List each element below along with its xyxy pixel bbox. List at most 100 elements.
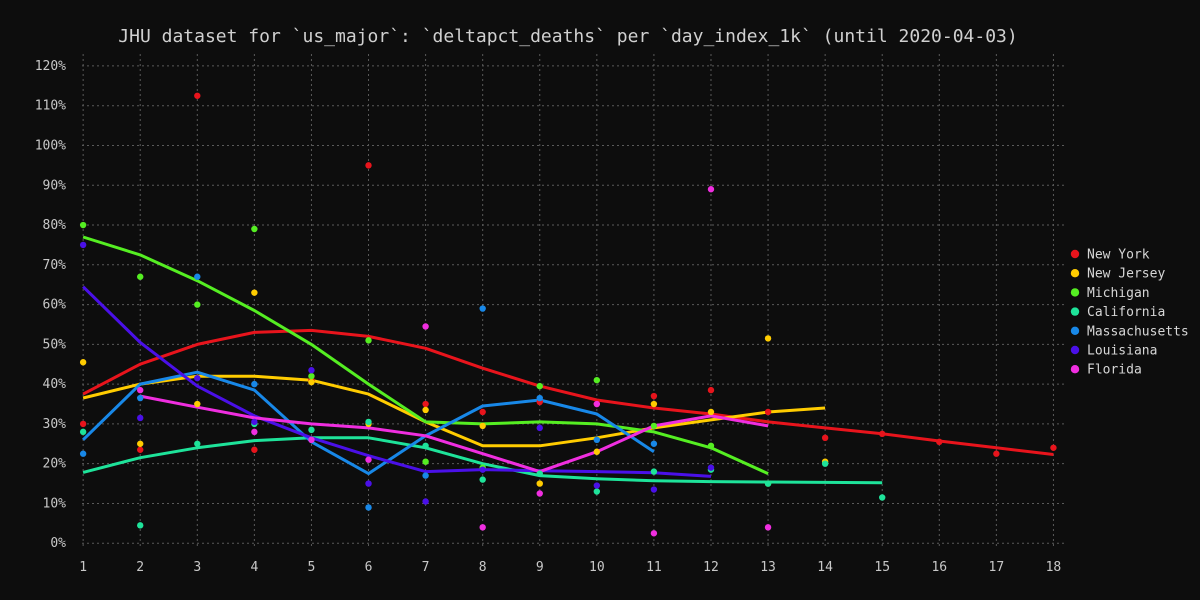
point-massachusetts — [137, 394, 144, 402]
point-louisiana — [650, 486, 658, 493]
point-new-york — [764, 408, 772, 416]
trend-line-michigan — [82, 235, 769, 475]
legend-marker-california — [1070, 307, 1080, 316]
point-new-york — [422, 400, 429, 408]
point-california — [650, 468, 658, 475]
legend-label-new-york: New York — [1087, 248, 1150, 263]
point-florida — [308, 436, 315, 444]
x-tick-label: 4 — [250, 560, 258, 575]
point-michigan — [536, 382, 543, 390]
point-california — [821, 460, 829, 467]
y-tick-label: 110% — [35, 99, 66, 114]
trend-line-louisiana — [82, 285, 712, 478]
point-new-jersey — [593, 448, 601, 455]
point-new-york — [479, 408, 486, 416]
grid — [82, 54, 1066, 548]
point-massachusetts — [422, 472, 429, 479]
x-tick-label: 14 — [817, 560, 833, 575]
point-massachusetts — [536, 394, 543, 402]
legend-label-michigan: Michigan — [1087, 286, 1150, 301]
point-new-jersey — [137, 440, 144, 447]
point-louisiana — [251, 418, 258, 426]
trend-line-new-york — [82, 328, 1054, 456]
x-tick-label: 10 — [589, 560, 605, 575]
trend-line-florida — [139, 394, 769, 474]
legend-marker-new-jersey — [1070, 269, 1080, 278]
point-new-york — [194, 92, 201, 99]
x-tick-label: 1 — [79, 560, 87, 575]
point-california — [479, 476, 486, 483]
legend-label-new-jersey: New Jersey — [1087, 267, 1165, 282]
point-new-jersey — [707, 408, 715, 416]
point-new-jersey — [764, 335, 772, 342]
legend-label-florida: Florida — [1087, 363, 1142, 378]
point-louisiana — [194, 374, 201, 382]
point-florida — [764, 524, 772, 531]
point-massachusetts — [79, 450, 87, 457]
legend: New York New Jersey Michigan California Mass… — [1070, 248, 1189, 378]
point-california — [593, 488, 601, 495]
point-california — [137, 522, 144, 529]
point-new-jersey — [251, 289, 258, 296]
point-michigan — [365, 337, 372, 344]
point-michigan — [137, 273, 144, 280]
point-california — [79, 428, 87, 436]
point-michigan — [308, 372, 315, 380]
point-michigan — [251, 225, 258, 233]
y-tick-label: 120% — [35, 59, 66, 74]
point-new-york — [79, 420, 87, 428]
trend-line-massachusetts — [82, 370, 655, 476]
point-louisiana — [707, 464, 715, 471]
point-louisiana — [479, 466, 486, 473]
y-tick-label: 40% — [43, 377, 67, 392]
y-tick-label: 90% — [43, 178, 67, 193]
point-new-york — [821, 434, 829, 442]
point-new-jersey — [479, 422, 486, 430]
y-tick-label: 50% — [43, 337, 67, 352]
point-new-jersey — [308, 378, 315, 386]
point-florida — [707, 186, 715, 193]
point-new-york — [879, 430, 886, 438]
point-florida — [251, 428, 258, 436]
point-new-jersey — [422, 406, 429, 414]
point-florida — [536, 490, 543, 497]
point-california — [308, 426, 315, 434]
chart-title: JHU dataset for `us_major`: `deltapct_de… — [118, 26, 1017, 47]
y-axis-ticks: 0% 10% 20% 30% 40% 50% 60% 70% 80% 90% 100% 110% 120… — [35, 59, 66, 551]
point-michigan — [422, 458, 429, 465]
legend-marker-louisiana — [1070, 345, 1080, 355]
point-new-york — [1050, 444, 1057, 451]
x-tick-label: 8 — [479, 560, 487, 575]
point-louisiana — [365, 480, 372, 487]
x-tick-label: 5 — [308, 560, 316, 575]
point-florida — [593, 400, 601, 408]
point-new-jersey — [79, 359, 87, 366]
x-tick-label: 15 — [874, 560, 890, 575]
point-new-york — [650, 392, 658, 400]
point-new-york — [993, 450, 1000, 457]
point-new-york — [251, 446, 258, 453]
point-louisiana — [79, 241, 87, 249]
point-california — [879, 494, 886, 501]
point-new-york — [137, 446, 144, 453]
point-new-york — [707, 386, 715, 394]
point-florida — [365, 456, 372, 463]
x-tick-label: 7 — [422, 560, 430, 575]
point-michigan — [707, 442, 715, 449]
point-louisiana — [308, 367, 315, 374]
x-tick-label: 12 — [703, 560, 719, 575]
point-massachusetts — [194, 273, 201, 280]
x-tick-label: 9 — [536, 560, 544, 575]
y-tick-label: 10% — [43, 496, 67, 511]
legend-label-louisiana: Louisiana — [1087, 344, 1157, 359]
legend-marker-michigan — [1070, 288, 1080, 297]
y-tick-label: 60% — [43, 298, 67, 313]
x-tick-label: 18 — [1046, 560, 1062, 575]
y-tick-label: 100% — [35, 138, 66, 153]
point-louisiana — [422, 498, 429, 505]
point-new-jersey — [536, 480, 543, 487]
point-california — [422, 442, 429, 449]
point-florida — [650, 530, 658, 537]
legend-marker-florida — [1070, 365, 1080, 374]
